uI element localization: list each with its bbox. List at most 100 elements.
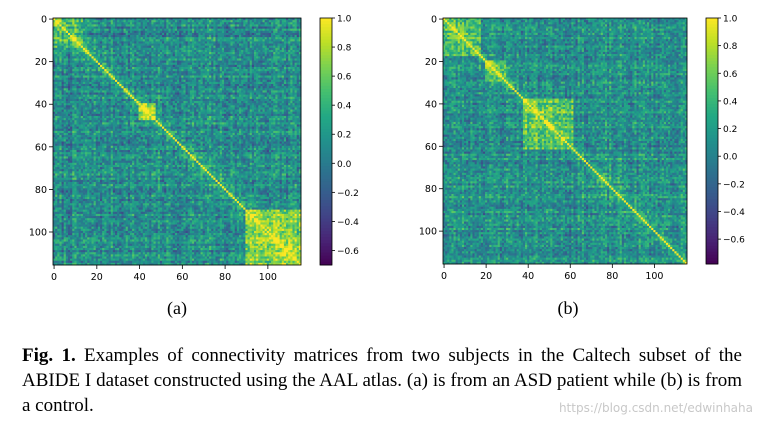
heatmap-cell [63,75,67,78]
heatmap-cell [279,88,283,91]
heatmap-cell [219,62,223,66]
heatmap-cell [268,92,272,96]
heatmap-cell [187,98,191,102]
heatmap-cell [117,47,120,51]
heatmap-cell [53,49,56,53]
heatmap-cell [170,52,174,55]
heatmap-cell [136,62,139,66]
heatmap-cell [281,22,285,25]
heatmap-cell [236,84,240,87]
heatmap-cell [110,24,114,27]
heatmap-cell [221,41,225,44]
heatmap-cell [82,18,86,21]
heatmap-cell [78,22,82,25]
heatmap-cell [177,81,180,85]
heatmap-cell [234,37,238,40]
heatmap-cell [151,30,154,34]
heatmap-cell [279,75,283,78]
heatmap-cell [187,75,191,78]
heatmap-cell [70,47,73,51]
heatmap-cell [119,47,122,51]
heatmap-cell [215,24,218,27]
heatmap-cell [106,37,109,40]
heatmap-cell [74,20,77,23]
heatmap-cell [183,71,186,74]
heatmap-cell [234,54,238,57]
heatmap-cell [147,56,150,59]
heatmap-cell [149,105,152,108]
heatmap-cell [260,58,263,61]
heatmap-cell [153,86,156,89]
heatmap-cell [247,98,251,102]
heatmap-cell [142,73,146,76]
heatmap-cell [206,88,210,91]
heatmap-cell [127,39,131,42]
heatmap-cell [149,58,152,61]
heatmap-cell [279,35,283,38]
heatmap-cell [266,35,270,38]
heatmap-cell [102,58,105,61]
heatmap-cell [217,66,221,70]
heatmap-cell [129,26,133,29]
heatmap-cell [281,64,285,68]
heatmap-cell [127,54,131,57]
heatmap-cell [119,90,122,93]
heatmap-cell [290,73,293,76]
heatmap-cell [219,64,223,68]
heatmap-cell [204,62,208,66]
heatmap-cell [134,96,137,100]
heatmap-cell [247,24,251,27]
heatmap-cell [93,79,97,83]
heatmap-cell [194,73,197,76]
heatmap-cell [87,35,90,38]
heatmap-cell [82,32,86,36]
heatmap-cell [217,79,221,83]
heatmap-cell [185,41,189,44]
heatmap-cell [181,30,184,34]
heatmap-cell [106,105,109,108]
heatmap-cell [279,105,283,108]
heatmap-cell [119,71,122,74]
heatmap-cell [258,86,261,89]
heatmap-cell [215,28,218,32]
heatmap-cell [85,73,88,76]
heatmap-cell [187,52,191,55]
heatmap-cell [251,105,255,108]
heatmap-cell [72,54,75,57]
heatmap-cell [187,77,191,81]
heatmap-cell [80,73,84,76]
heatmap-cell [65,20,69,23]
heatmap-cell [138,79,142,83]
heatmap-cell [89,103,92,106]
heatmap-cell [129,64,133,68]
heatmap-cell [127,35,131,38]
heatmap-cell [298,77,302,81]
heatmap-cell [256,24,259,27]
heatmap-cell [93,81,97,85]
heatmap-cell [134,43,137,47]
heatmap-cell [144,28,148,32]
heatmap-cell [127,66,131,70]
heatmap-cell [196,103,199,106]
heatmap-cell [121,64,124,68]
heatmap-cell [271,75,274,78]
heatmap-cell [112,41,116,44]
heatmap-cell [87,98,90,102]
heatmap-cell [264,62,268,66]
heatmap-cell [251,60,255,64]
heatmap-cell [112,52,116,55]
heatmap-cell [279,73,283,76]
heatmap-cell [129,105,133,108]
heatmap-cell [298,35,302,38]
heatmap-cell [239,94,242,98]
heatmap-cell [279,54,283,57]
heatmap-cell [106,47,109,51]
heatmap-cell [166,79,169,83]
heatmap-cell [174,103,178,106]
heatmap-cell [292,39,295,42]
heatmap-cell [142,66,146,70]
heatmap-cell [125,56,129,59]
heatmap-cell [85,64,88,68]
heatmap-cell [174,30,178,34]
heatmap-cell [108,49,112,53]
